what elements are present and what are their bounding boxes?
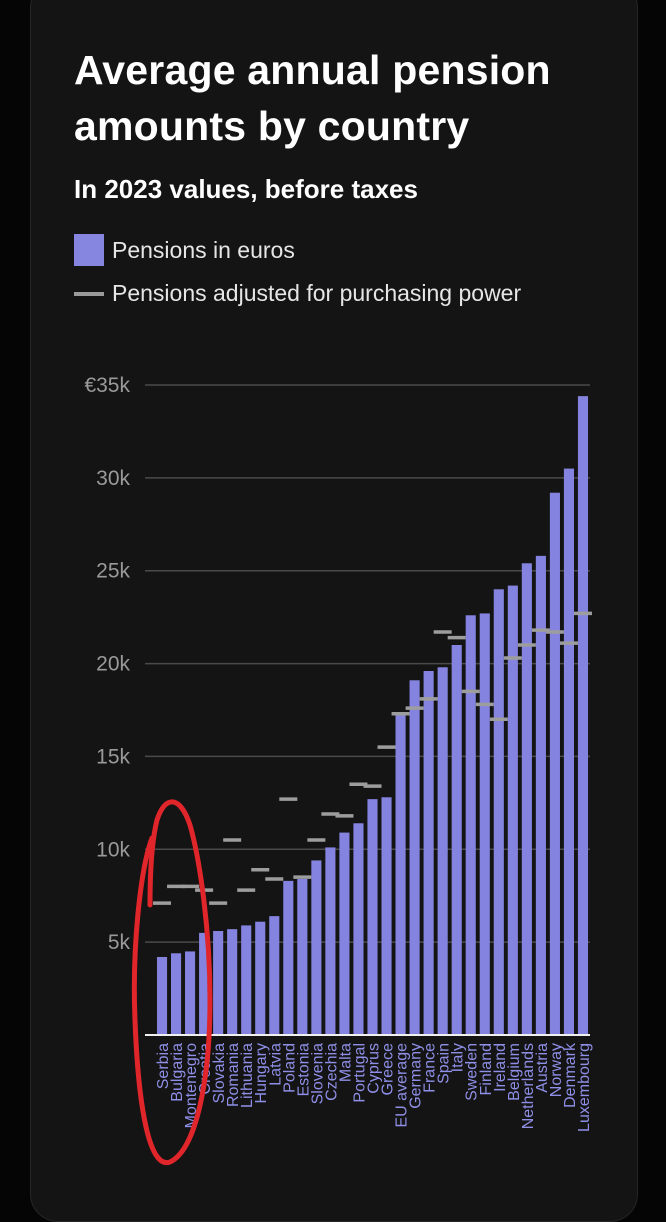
x-tick-label: Austria	[534, 1043, 551, 1093]
chart-subtitle: In 2023 values, before taxes	[74, 174, 418, 204]
x-tick-label: Lithuania	[239, 1043, 256, 1108]
bar-serbia	[156, 957, 168, 1035]
bar-sweden	[465, 615, 476, 1035]
bar-croatia	[199, 932, 210, 1035]
bar-denmark	[563, 468, 575, 1036]
y-tick-label: 30k	[96, 467, 130, 490]
x-tick-label: Finland	[478, 1043, 495, 1095]
bar-finland	[479, 613, 490, 1035]
bar-malta	[339, 832, 350, 1035]
bar-czechia	[325, 847, 336, 1035]
x-tick-label: Belgium	[506, 1043, 523, 1101]
x-tick-label: Luxembourg	[576, 1043, 593, 1132]
x-tick-label: Montenegro	[183, 1043, 200, 1128]
x-tick-label: Norway	[548, 1043, 565, 1097]
bar-cyprus	[367, 799, 378, 1035]
legend-label-adjusted: Pensions adjusted for purchasing power	[112, 280, 522, 306]
x-tick-label: Germany	[408, 1043, 425, 1109]
bar-montenegro	[185, 951, 196, 1035]
bar-luxembourg	[577, 396, 589, 1036]
x-tick-label: Slovenia	[309, 1043, 326, 1104]
bar-austria	[535, 555, 546, 1035]
x-tick-label: Spain	[436, 1043, 453, 1084]
bar-spain	[437, 667, 448, 1035]
y-tick-label: €35k	[84, 374, 130, 397]
legend-swatch-line	[74, 291, 104, 296]
bar-ireland	[493, 589, 504, 1035]
y-tick-label: 25k	[96, 560, 130, 583]
bar-netherlands	[521, 563, 532, 1035]
bar-hungary	[255, 921, 266, 1035]
x-tick-label: EU average	[394, 1043, 411, 1128]
legend-label-euros: Pensions in euros	[112, 236, 295, 263]
bar-greece	[381, 797, 392, 1035]
x-tick-label: Slovakia	[211, 1043, 228, 1104]
y-tick-label: 15k	[96, 745, 130, 768]
bar-latvia	[269, 916, 280, 1035]
bar-germany	[409, 680, 420, 1035]
bar-slovakia	[213, 931, 224, 1035]
bar-poland	[283, 880, 294, 1035]
x-tick-label: Serbia	[155, 1043, 172, 1089]
x-tick-label: France	[422, 1043, 439, 1093]
x-tick-label: Latvia	[267, 1043, 284, 1086]
x-tick-label: Romania	[225, 1043, 242, 1107]
x-tick-label: Portugal	[351, 1043, 368, 1103]
x-tick-label: Netherlands	[520, 1043, 537, 1129]
annotation-circle	[131, 799, 213, 1166]
bar-slovenia	[311, 860, 322, 1035]
x-tick-label: Czechia	[323, 1043, 340, 1101]
x-tick-label: Bulgaria	[169, 1043, 186, 1102]
x-tick-label: Cyprus	[366, 1043, 383, 1094]
bar-belgium	[507, 585, 518, 1035]
bar-italy	[451, 645, 462, 1035]
legend-item-adjusted: Pensions adjusted for purchasing power	[74, 280, 521, 307]
bar-lithuania	[241, 925, 252, 1035]
y-tick-label: 5k	[108, 931, 131, 954]
bar-portugal	[353, 823, 364, 1035]
x-tick-label: Poland	[281, 1043, 298, 1093]
x-tick-label: Ireland	[492, 1043, 509, 1092]
x-tick-label: Italy	[450, 1043, 467, 1072]
x-tick-label: Greece	[380, 1043, 397, 1096]
x-tick-label: Hungary	[253, 1043, 270, 1103]
bar-romania	[227, 929, 238, 1035]
bar-france	[423, 671, 434, 1035]
bar-estonia	[297, 879, 308, 1035]
bar-norway	[549, 492, 560, 1035]
legend-item-euros: Pensions in euros	[74, 234, 295, 266]
x-tick-label: Malta	[337, 1043, 354, 1082]
y-tick-label: 20k	[96, 653, 130, 676]
legend-swatch-bar	[74, 234, 104, 266]
y-tick-label: 10k	[96, 838, 130, 861]
x-tick-label: Estonia	[295, 1043, 312, 1096]
x-tick-label: Sweden	[464, 1043, 481, 1101]
x-tick-label: Denmark	[562, 1042, 579, 1108]
bar-bulgaria	[170, 953, 182, 1035]
chart-title: Average annual pension amounts by countr…	[74, 47, 551, 149]
bar-eu-average	[395, 713, 406, 1035]
